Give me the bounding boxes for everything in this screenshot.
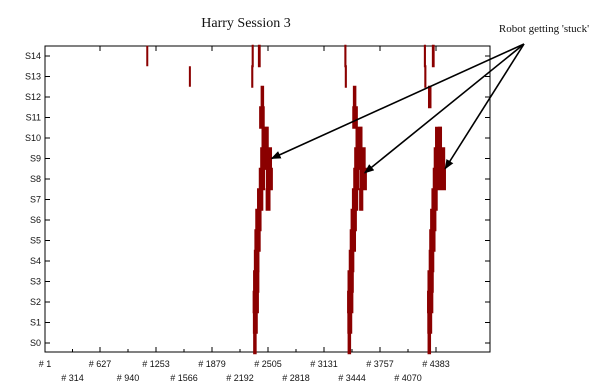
y-tick-label: S9	[30, 154, 41, 164]
x-tick-label: # 4383	[422, 359, 450, 369]
state-cell	[350, 208, 357, 232]
x-tick-label: # 627	[89, 359, 112, 369]
state-cell	[347, 290, 354, 314]
state-cell	[423, 44, 426, 68]
annotation-arrows	[270, 43, 525, 174]
state-cell	[438, 147, 446, 170]
x-tick-label: # 314	[61, 373, 84, 383]
state-cell	[347, 331, 352, 355]
y-tick-label: S4	[30, 256, 41, 266]
state-cell	[348, 249, 355, 273]
state-cell	[263, 126, 269, 150]
state-cell	[258, 167, 266, 191]
y-tick-label: S8	[30, 174, 41, 184]
state-cell	[252, 290, 259, 314]
state-cell	[347, 270, 354, 293]
state-cell	[358, 126, 363, 150]
state-cell	[429, 229, 436, 252]
state-cell	[265, 167, 273, 191]
x-tick-label: # 2192	[226, 373, 254, 383]
state-cell	[349, 229, 357, 252]
state-cell	[265, 188, 271, 211]
state-cell	[354, 147, 362, 170]
state-cell	[347, 311, 353, 334]
state-cell	[260, 147, 268, 170]
x-tick-label: # 1566	[170, 373, 198, 383]
y-tick-label: S0	[30, 338, 41, 348]
state-cell	[253, 249, 260, 273]
state-cell	[253, 270, 260, 293]
state-cell	[359, 167, 367, 191]
x-tick-label: # 3131	[310, 359, 338, 369]
state-cell	[437, 126, 442, 150]
state-cell	[438, 167, 446, 191]
state-cell	[359, 188, 364, 211]
state-cell	[352, 106, 358, 129]
x-tick-label: # 1	[39, 359, 52, 369]
stuck-episode-3	[423, 44, 446, 355]
y-tick-label: S10	[25, 133, 41, 143]
state-cell	[431, 44, 435, 68]
state-cell	[427, 331, 432, 355]
state-cell	[254, 229, 261, 252]
state-cell	[188, 66, 191, 87]
state-cell	[431, 188, 438, 211]
x-tick-label: # 1253	[142, 359, 170, 369]
state-cell	[344, 65, 347, 88]
x-tick-label: # 3444	[338, 373, 366, 383]
y-tick-label: S7	[30, 195, 41, 205]
state-cell	[359, 147, 366, 170]
stuck-annotation-label: Robot getting 'stuck'	[499, 23, 589, 35]
x-tick-label: # 2818	[282, 373, 310, 383]
state-cell	[430, 208, 437, 232]
state-cell	[255, 208, 262, 232]
x-tick-label: # 2505	[254, 359, 282, 369]
stuck-episode-2	[344, 44, 367, 355]
y-tick-label: S2	[30, 297, 41, 307]
state-cell	[253, 331, 257, 355]
state-cell	[427, 311, 433, 334]
y-tick-label: S14	[25, 51, 41, 61]
state-cell	[259, 106, 265, 129]
state-cell	[265, 147, 273, 170]
y-tick-label: S11	[26, 113, 41, 123]
state-cell	[424, 65, 427, 88]
x-tick-label: # 1879	[198, 359, 226, 369]
state-cell	[428, 249, 435, 273]
y-axis: S0 S1 S2 S3 S4 S5 S6 S7 S8 S9 S10 S11 S12 S13 S14	[25, 51, 490, 348]
state-cell	[427, 85, 432, 109]
x-tick-label: # 940	[117, 373, 140, 383]
y-tick-label: S3	[30, 277, 41, 287]
state-cell	[344, 44, 347, 68]
chart-title: Harry Session 3	[201, 16, 290, 31]
annotation-arrow	[444, 43, 525, 170]
x-axis: # 1 # 627 # 1253 # 1879 # 2505 # 3131 # 3757 # …	[39, 46, 450, 383]
state-cell	[433, 147, 441, 170]
y-tick-label: S5	[30, 236, 41, 246]
state-cell	[427, 290, 434, 314]
state-cell	[257, 44, 261, 68]
annotation-arrow	[270, 43, 525, 160]
y-tick-label: S12	[25, 92, 41, 102]
state-cell	[352, 85, 357, 109]
y-tick-label: S6	[30, 215, 41, 225]
annotation-arrow	[363, 43, 525, 174]
x-tick-label: # 3757	[366, 359, 394, 369]
state-cell	[427, 270, 434, 293]
state-cell	[146, 45, 149, 67]
state-cell	[257, 188, 264, 211]
state-cell	[432, 167, 440, 191]
state-cell	[251, 65, 254, 88]
y-tick-label: S13	[25, 72, 41, 82]
state-cell	[252, 311, 258, 334]
y-tick-label: S1	[30, 318, 41, 328]
state-cell	[260, 85, 265, 109]
stuck-episode-1	[251, 44, 273, 355]
chart-marks	[146, 44, 446, 355]
state-cell	[351, 188, 359, 211]
state-cell	[251, 44, 254, 68]
x-tick-label: # 4070	[394, 373, 422, 383]
state-cell	[353, 167, 360, 191]
